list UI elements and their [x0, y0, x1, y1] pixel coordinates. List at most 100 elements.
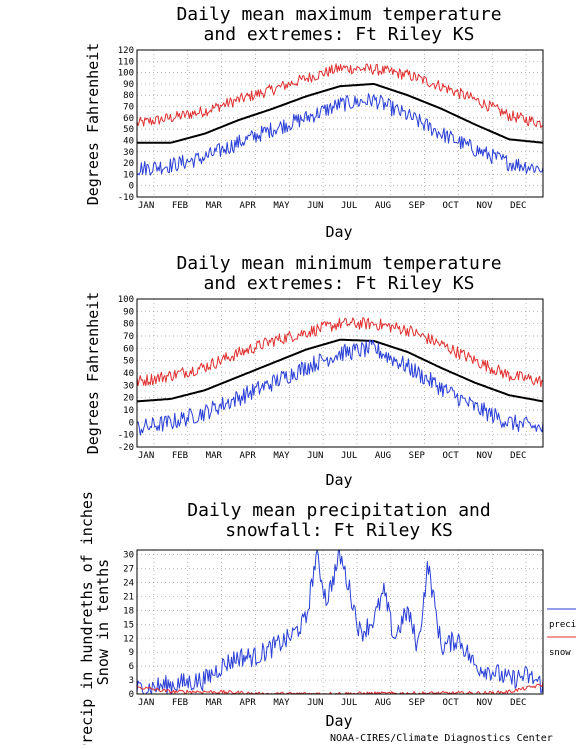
y-tick-label: 12 — [123, 634, 134, 644]
y-tick-label: 0 — [129, 182, 134, 192]
x-tick-label: DEC — [510, 451, 526, 461]
x-tick-label: MAY — [273, 698, 290, 708]
y-axis-label-text: Degrees Fahrenheit — [84, 292, 102, 455]
x-tick-label: JAN — [138, 698, 154, 708]
y-tick-label: 100 — [118, 295, 134, 305]
chart-title-line2: and extremes: Ft Riley KS — [204, 24, 475, 45]
y-tick-label: 40 — [123, 369, 134, 379]
x-tick-label: MAR — [206, 201, 223, 211]
y-tick-label: 27 — [123, 565, 134, 575]
x-tick-label: SEP — [409, 451, 426, 461]
x-tick-label: AUG — [375, 698, 391, 708]
chart-title-line2: and extremes: Ft Riley KS — [204, 273, 475, 294]
y-axis-label-line2: Snow in tenths — [94, 559, 112, 685]
legend-label-snow: snow — [549, 648, 571, 658]
y-tick-label: 0 — [129, 690, 134, 700]
y-tick-label: 6 — [129, 662, 134, 672]
y-tick-label: 120 — [118, 46, 134, 56]
y-tick-label: -20 — [118, 443, 134, 453]
chart-title-line1: Daily mean minimum temperature — [176, 253, 501, 274]
y-tick-label: 9 — [129, 648, 134, 658]
y-tick-label: 30 — [123, 148, 134, 158]
x-tick-label: JUL — [341, 201, 357, 211]
x-tick-label: JUL — [341, 451, 357, 461]
y-tick-label: 90 — [123, 307, 134, 317]
series-line-mean — [137, 83, 544, 144]
y-tick-label: 80 — [123, 91, 134, 101]
x-tick-label: NOV — [476, 698, 493, 708]
x-tick-label: JAN — [138, 201, 154, 211]
x-tick-label: DEC — [510, 201, 526, 211]
x-tick-label: FEB — [172, 451, 188, 461]
y-axis-label: Degrees Fahrenheit — [84, 292, 102, 455]
x-tick-label: OCT — [443, 698, 460, 708]
chart-title-line2: snowfall: Ft Riley KS — [225, 520, 453, 541]
x-tick-label: FEB — [172, 698, 188, 708]
series-line-mean — [136, 338, 544, 403]
y-tick-label: 3 — [129, 676, 134, 686]
y-tick-label: 110 — [118, 57, 134, 67]
x-tick-label: JUN — [307, 201, 323, 211]
series-line-low_extreme — [136, 93, 544, 176]
plot-frame — [136, 298, 544, 448]
y-tick-label: 60 — [123, 114, 134, 124]
x-tick-label: MAY — [273, 201, 290, 211]
y-tick-label: 50 — [123, 125, 134, 135]
x-tick-label: NOV — [476, 451, 493, 461]
plot-frame — [136, 549, 544, 695]
y-tick-label: 20 — [123, 159, 134, 169]
y-tick-label: 90 — [123, 80, 134, 90]
y-tick-label: 15 — [123, 620, 134, 630]
chart-title-line1: Daily mean maximum temperature — [176, 4, 501, 25]
y-tick-label: 10 — [123, 170, 134, 180]
x-tick-label: OCT — [443, 451, 460, 461]
x-axis-label: Day — [325, 712, 352, 730]
y-tick-label: 18 — [123, 606, 134, 616]
x-tick-label: JAN — [138, 451, 154, 461]
y-axis-label-line1: Precip in hundreths of inches — [78, 491, 96, 745]
x-tick-label: AUG — [375, 451, 391, 461]
x-tick-label: APR — [240, 698, 257, 708]
y-tick-label: 50 — [123, 357, 134, 367]
x-tick-label: JUN — [307, 451, 323, 461]
x-axis-label: Day — [325, 223, 352, 241]
x-tick-label: NOV — [476, 201, 493, 211]
y-tick-label: 24 — [123, 579, 134, 589]
plot-frame — [136, 49, 544, 198]
x-axis-label: Day — [325, 471, 352, 489]
y-tick-label: 70 — [123, 103, 134, 113]
legend-label-precip: precip — [549, 620, 576, 630]
x-tick-label: MAR — [206, 451, 223, 461]
x-tick-label: JUN — [307, 698, 323, 708]
y-tick-label: 21 — [123, 592, 134, 602]
y-tick-label: 100 — [118, 69, 134, 79]
y-tick-label: 0 — [129, 418, 134, 428]
y-tick-label: 70 — [123, 332, 134, 342]
y-tick-label: 40 — [123, 136, 134, 146]
y-tick-label: 80 — [123, 320, 134, 330]
x-tick-label: SEP — [409, 201, 426, 211]
x-tick-label: APR — [240, 451, 257, 461]
x-tick-label: MAY — [273, 451, 290, 461]
y-tick-label: 10 — [123, 406, 134, 416]
y-tick-label: 20 — [123, 394, 134, 404]
series-line-high_extreme — [136, 63, 544, 129]
chart-title-line1: Daily mean precipitation and — [187, 500, 490, 521]
y-axis-label: Degrees Fahrenheit — [84, 43, 102, 206]
x-tick-label: MAR — [206, 698, 223, 708]
series-line-low_extreme — [136, 339, 544, 436]
y-axis-label-text: Degrees Fahrenheit — [84, 43, 102, 206]
y-tick-label: 30 — [123, 551, 134, 561]
x-tick-label: OCT — [443, 201, 460, 211]
x-tick-label: DEC — [510, 698, 526, 708]
y-tick-label: 60 — [123, 344, 134, 354]
y-tick-label: -10 — [118, 431, 134, 441]
x-tick-label: SEP — [409, 698, 426, 708]
x-tick-label: APR — [240, 201, 257, 211]
x-tick-label: AUG — [375, 201, 391, 211]
series-line-high_extreme — [136, 317, 544, 388]
y-tick-label: 30 — [123, 381, 134, 391]
footer-credit: NOAA-CIRES/Climate Diagnostics Center — [330, 733, 553, 744]
y-tick-label: -10 — [118, 193, 134, 203]
